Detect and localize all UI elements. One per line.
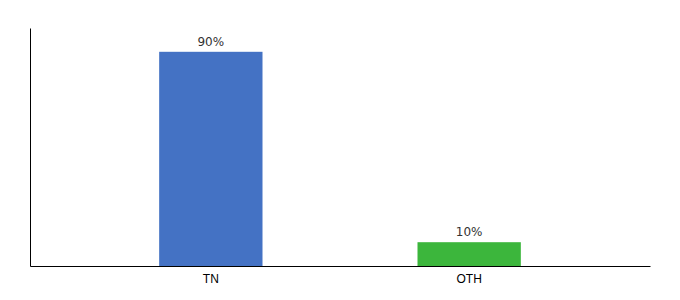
data-label: 10% bbox=[456, 225, 483, 239]
bars bbox=[159, 52, 521, 266]
data-label: 90% bbox=[197, 35, 224, 49]
x-tick: OTH bbox=[456, 266, 481, 286]
y-axis bbox=[30, 29, 31, 267]
plot-area: TN OTH 90% 10% bbox=[31, 29, 651, 286]
chart-svg: TN OTH 90% 10% bbox=[0, 0, 680, 300]
chart-container: TN OTH 90% 10% bbox=[0, 0, 680, 300]
data-labels: 90% 10% bbox=[197, 35, 482, 239]
x-tick: TN bbox=[203, 266, 219, 286]
bar bbox=[418, 242, 521, 266]
x-tick-label: TN bbox=[203, 272, 219, 286]
x-tick-label: OTH bbox=[456, 272, 481, 286]
x-axis-line bbox=[31, 266, 651, 267]
y-axis-line bbox=[30, 29, 31, 267]
bar bbox=[159, 52, 262, 266]
x-axis: TN OTH bbox=[31, 266, 651, 286]
